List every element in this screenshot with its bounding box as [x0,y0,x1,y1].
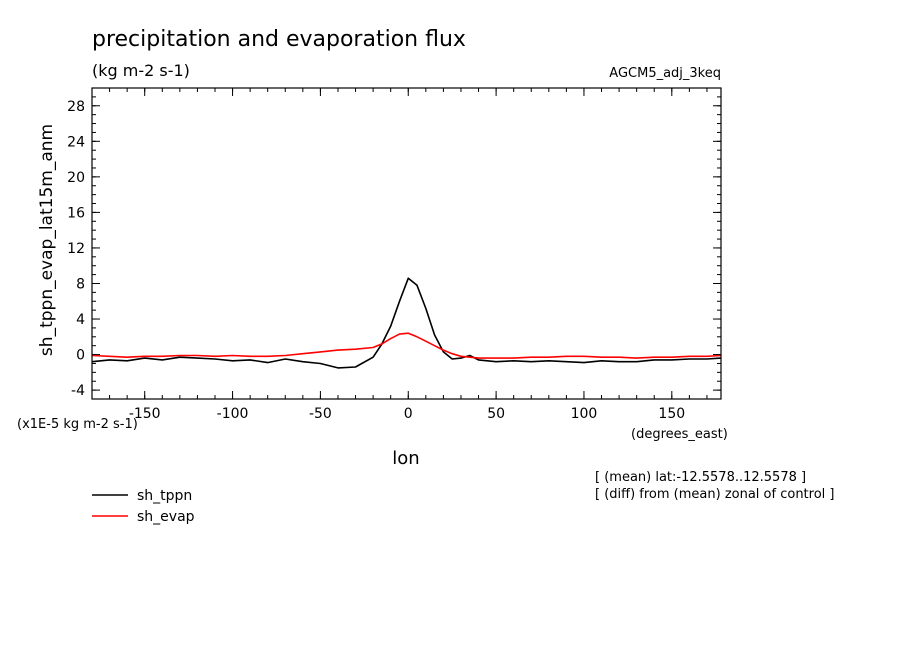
x-tick-label: -50 [309,406,332,422]
x-tick-labels: -150 -100 -50 0 50 100 150 [129,406,685,422]
x-tick-label: -100 [217,406,249,422]
x-tick-label: -150 [129,406,161,422]
dataset-label: AGCM5_adj_3keq [609,66,721,81]
y-tick-label: 20 [67,170,85,186]
chart-title: precipitation and evaporation flux [92,27,466,52]
series-line-sh-tppn [91,277,722,369]
y-tick-label: 28 [67,99,85,115]
y-scale-note: (x1E-5 kg m-2 s-1) [17,417,138,432]
y-tick-label: 12 [67,241,85,257]
legend-label-sh-tppn: sh_tppn [137,488,192,504]
y-tick-label: 4 [76,312,85,328]
annotation-difference: [ (diff) from (mean) zonal of control ] [595,487,834,502]
legend: sh_tppn sh_evap [92,488,195,525]
plot-frame [91,87,722,400]
y-tick-label: 8 [76,276,85,292]
y-tick-label: 24 [67,134,85,150]
x-tick-label: 150 [658,406,685,422]
chart-subtitle: (kg m-2 s-1) [92,61,190,80]
x-axis-label: lon [392,448,419,469]
legend-label-sh-evap: sh_evap [137,509,195,525]
y-tick-label: 0 [76,348,85,364]
annotation-latitude: [ (mean) lat:-12.5578..12.5578 ] [595,470,806,485]
y-tick-labels: -4 0 4 8 12 16 20 24 28 [67,99,85,399]
x-tick-label: 0 [404,406,413,422]
x-tick-label: 50 [487,406,505,422]
x-units-label: (degrees_east) [631,427,728,442]
series-line-sh-evap [91,332,722,359]
x-tick-label: 100 [571,406,598,422]
series-layer [91,277,722,369]
axis-ticks [92,87,721,400]
y-axis-label: sh_tppn_evap_lat15m_anm [37,124,57,356]
y-tick-label: -4 [71,383,85,399]
y-tick-label: 16 [67,205,85,221]
